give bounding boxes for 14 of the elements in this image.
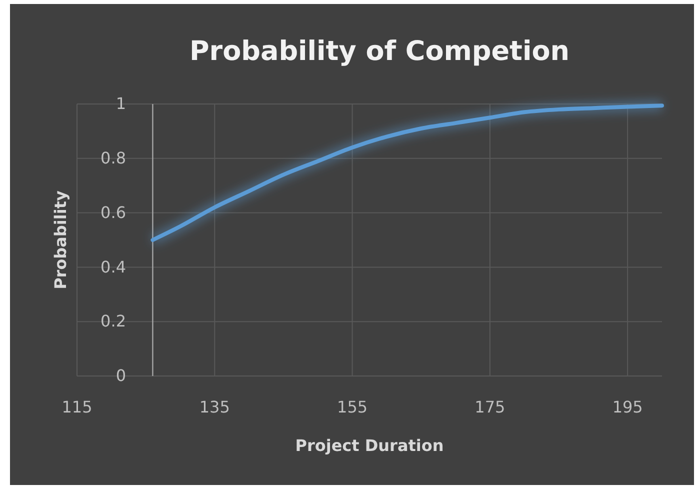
y-tick-label: 0.8	[100, 148, 126, 168]
x-tick-label: 175	[474, 397, 506, 416]
x-tick-label: 155	[337, 397, 368, 416]
x-tick-label: 135	[199, 397, 230, 416]
y-tick-label: 0.2	[100, 312, 126, 331]
y-tick-label: 0.6	[100, 202, 126, 222]
x-axis-title: Project Duration	[295, 436, 444, 455]
x-tick-label: 195	[612, 397, 643, 416]
chart-title: Probability of Competion	[190, 36, 570, 67]
y-tick-label: 0	[116, 366, 126, 386]
y-tick-label: 0.4	[100, 257, 126, 276]
x-tick-label: 115	[62, 397, 92, 416]
y-axis-title: Probability	[51, 190, 70, 290]
y-tick-label: 1	[116, 94, 126, 114]
